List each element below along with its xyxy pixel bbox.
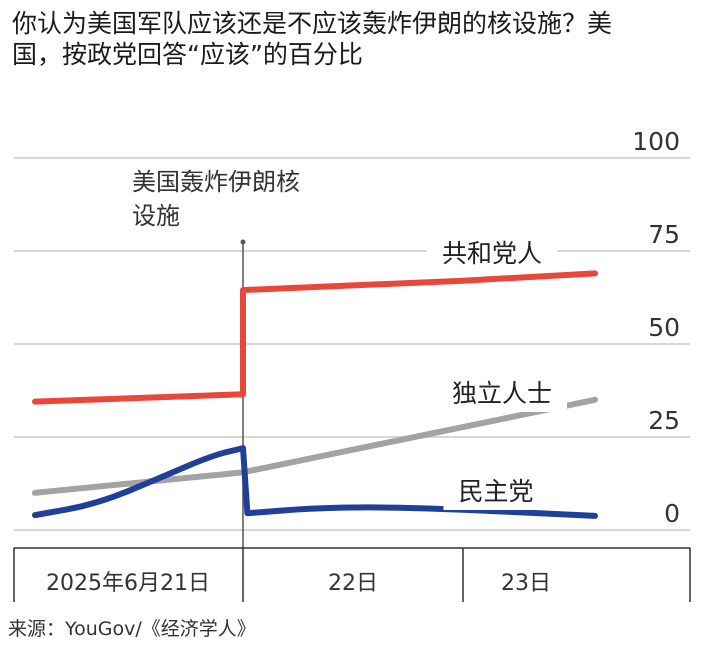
event-label-line-1: 美国轰炸伊朗核: [132, 168, 300, 196]
y-tick-label: 50: [648, 313, 680, 342]
series-label-republican: 共和党人: [442, 239, 542, 268]
series-label-democrat: 民主党: [458, 477, 533, 506]
y-tick-label: 100: [632, 127, 680, 156]
gridlines: [14, 157, 690, 531]
y-axis-ticks: 100 75 50 25 0: [632, 127, 680, 528]
series-layer: [32, 270, 598, 519]
x-tick-label: 2025年6月21日: [46, 571, 210, 596]
source-note: 来源：YouGov/《经济学人》: [8, 618, 256, 640]
y-tick-label: 75: [648, 220, 680, 249]
y-tick-label: 25: [648, 406, 680, 435]
series-label-bg: [443, 472, 549, 510]
series-label-bg: [427, 234, 557, 272]
event-marker: 美国轰炸伊朗核 设施: [118, 160, 358, 548]
series-label-bg: [437, 374, 567, 412]
x-tick-label: 23日: [501, 571, 551, 596]
x-tick-label: 22日: [328, 571, 378, 596]
event-label-bg: [118, 160, 358, 238]
series-line-republican: [32, 270, 598, 405]
series-label-independent: 独立人士: [452, 379, 552, 408]
x-axis: 2025年6月21日 22日 23日: [13, 547, 691, 602]
series-line-democrat: [32, 445, 598, 519]
chart-title: 你认为美国军队应该还是不应该轰炸伊朗的核设施？美国，按政党回答“应该”的百分比: [12, 9, 613, 69]
event-label-line-2: 设施: [132, 202, 180, 230]
event-dot: [240, 239, 246, 245]
y-tick-label: 0: [664, 499, 680, 528]
